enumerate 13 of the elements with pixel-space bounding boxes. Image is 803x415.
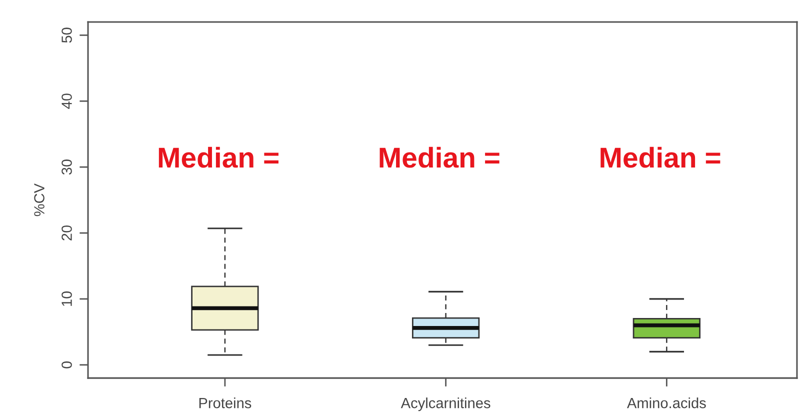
annotation: Median = (380, 146, 500, 168)
y-tick-label: 20 (62, 225, 72, 240)
x-tick-label: Proteins (199, 398, 252, 408)
y-tick-label: 40 (62, 94, 72, 109)
y-tick-label: 10 (62, 291, 72, 306)
y-tick-label: 0 (62, 361, 72, 368)
y-tick-label: 50 (62, 28, 72, 43)
annotation: Median = (600, 146, 720, 168)
y-axis-title: %CV (34, 183, 44, 216)
x-tick-label: Acylcarnitines (400, 398, 490, 412)
x-tick-label: Amino.acids (626, 398, 706, 408)
annotation: Median = (158, 146, 278, 168)
y-tick-label: 30 (62, 160, 72, 175)
